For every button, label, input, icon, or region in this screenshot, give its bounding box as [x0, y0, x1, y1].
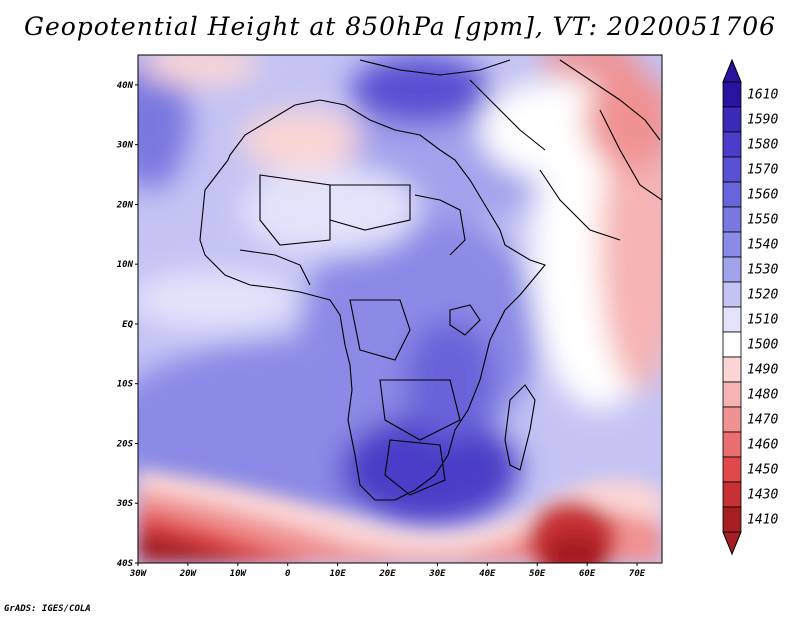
colorbar-segment-1520: [722, 281, 742, 308]
colorbar-label-1590: 1590: [747, 113, 778, 128]
colorbar-label-1480: 1480: [747, 388, 778, 403]
colorbar-label-1500: 1500: [747, 338, 778, 353]
map-title: Geopotential Height at 850hPa [gpm], VT:…: [23, 12, 777, 41]
colorbar-label-1610: 1610: [747, 88, 778, 103]
colorbar-segment-1570: [722, 156, 742, 183]
colorbar-segment-1590: [722, 106, 742, 133]
lon-label-70e: 70E: [629, 569, 646, 579]
colorbar-segment-1460: [722, 431, 742, 458]
lon-label-20e: 20E: [378, 569, 396, 579]
lon-label-10w: 10W: [230, 569, 248, 579]
colorbar-segment-1410: [722, 506, 742, 533]
lat-label-30n: 30N: [116, 141, 134, 151]
lon-label-10e: 10E: [329, 569, 346, 579]
lon-label-0: 0: [285, 569, 291, 579]
lon-label-40e: 40E: [479, 569, 496, 579]
colorbar-segment-1490: [722, 356, 742, 383]
colorbar-label-1580: 1580: [747, 138, 778, 153]
colorbar-segment-1500: [722, 331, 742, 358]
lat-label-10s: 10S: [117, 380, 134, 390]
lat-label-20n: 20N: [116, 200, 134, 210]
colorbar-segment-1480: [722, 381, 742, 408]
colorbar-segment-1470: [722, 406, 742, 433]
colorbar-label-1530: 1530: [747, 263, 778, 278]
colorbar-segment-1430: [722, 481, 742, 508]
colorbar-label-1450: 1450: [747, 463, 778, 478]
lon-label-50e: 50E: [529, 569, 546, 579]
colorbar-label-1570: 1570: [747, 163, 778, 178]
latitude-axis: 40N 30N 20N 10N EQ 10S 20S 30S 40S: [116, 81, 138, 569]
colorbar-label-1410: 1410: [747, 513, 778, 528]
lat-label-40n: 40N: [117, 81, 134, 91]
colorbar-label-1470: 1470: [747, 413, 778, 428]
colorbar-label-1560: 1560: [747, 188, 778, 203]
coastlines: [199, 59, 662, 501]
lon-label-30w: 30W: [129, 569, 148, 579]
lat-label-20s: 20S: [116, 439, 134, 449]
map-frame: [137, 54, 663, 564]
colorbar-segment-1450: [722, 456, 742, 483]
colorbar-segment-1580: [722, 131, 742, 158]
colorbar-label-1540: 1540: [747, 238, 778, 253]
lat-label-30s: 30S: [116, 499, 134, 509]
credit-text: GrADS: IGES/COLA: [4, 604, 91, 614]
lat-label-10n: 10N: [117, 260, 134, 270]
longitude-axis: 30W 20W 10W 0 10E 20E 30E 40E 50E 60E 70E: [129, 563, 646, 579]
colorbar-segment-1540: [722, 231, 742, 258]
colorbar-label-1460: 1460: [747, 438, 778, 453]
lat-label-eq: EQ: [122, 320, 133, 330]
lon-label-60e: 60E: [579, 569, 596, 579]
colorbar-label-1430: 1430: [747, 488, 778, 503]
colorbar-segment-1610: [722, 81, 742, 108]
colorbar: 1610 1590 1580 1570 1560 1550 1540 1530 1520 1510…: [722, 58, 778, 556]
colorbar-label-1550: 1550: [747, 213, 778, 228]
lat-label-40s: 40S: [117, 559, 134, 569]
colorbar-label-1510: 1510: [747, 313, 778, 328]
colorbar-segment-1550: [722, 206, 742, 233]
lon-label-20w: 20W: [179, 569, 198, 579]
colorbar-segment-1510: [722, 306, 742, 333]
colorbar-label-1490: 1490: [747, 363, 778, 378]
colorbar-label-1520: 1520: [747, 288, 778, 303]
lon-label-30e: 30E: [428, 569, 446, 579]
colorbar-segment-1530: [722, 256, 742, 283]
height-field: [138, 55, 662, 563]
colorbar-arrow-bottom: [722, 531, 742, 556]
colorbar-segment-1560: [722, 181, 742, 208]
colorbar-arrow-top: [722, 58, 742, 83]
